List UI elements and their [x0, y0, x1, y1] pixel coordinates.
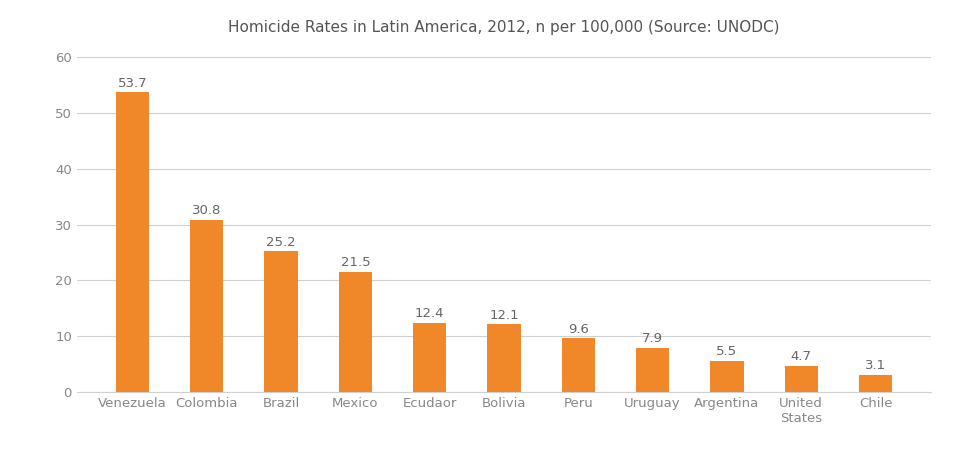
- Bar: [784, 366, 818, 392]
- Title: Homicide Rates in Latin America, 2012, n per 100,000 (Source: UNODC): Homicide Rates in Latin America, 2012, n…: [228, 20, 780, 35]
- Text: 30.8: 30.8: [192, 204, 222, 217]
- Text: 21.5: 21.5: [341, 256, 371, 269]
- Text: 12.1: 12.1: [490, 308, 518, 322]
- Bar: [562, 338, 595, 392]
- Text: 7.9: 7.9: [642, 332, 663, 345]
- Text: 25.2: 25.2: [266, 236, 296, 248]
- Text: 5.5: 5.5: [716, 345, 737, 358]
- Bar: [710, 361, 744, 392]
- Bar: [190, 220, 224, 392]
- Bar: [413, 323, 446, 392]
- Bar: [859, 374, 893, 392]
- Bar: [339, 272, 372, 392]
- Text: 9.6: 9.6: [568, 323, 588, 336]
- Bar: [115, 92, 149, 392]
- Bar: [264, 251, 298, 392]
- Text: 4.7: 4.7: [791, 350, 812, 363]
- Bar: [488, 325, 520, 392]
- Text: 12.4: 12.4: [415, 307, 444, 320]
- Text: 53.7: 53.7: [117, 77, 147, 89]
- Bar: [636, 348, 669, 392]
- Text: 3.1: 3.1: [865, 359, 886, 372]
